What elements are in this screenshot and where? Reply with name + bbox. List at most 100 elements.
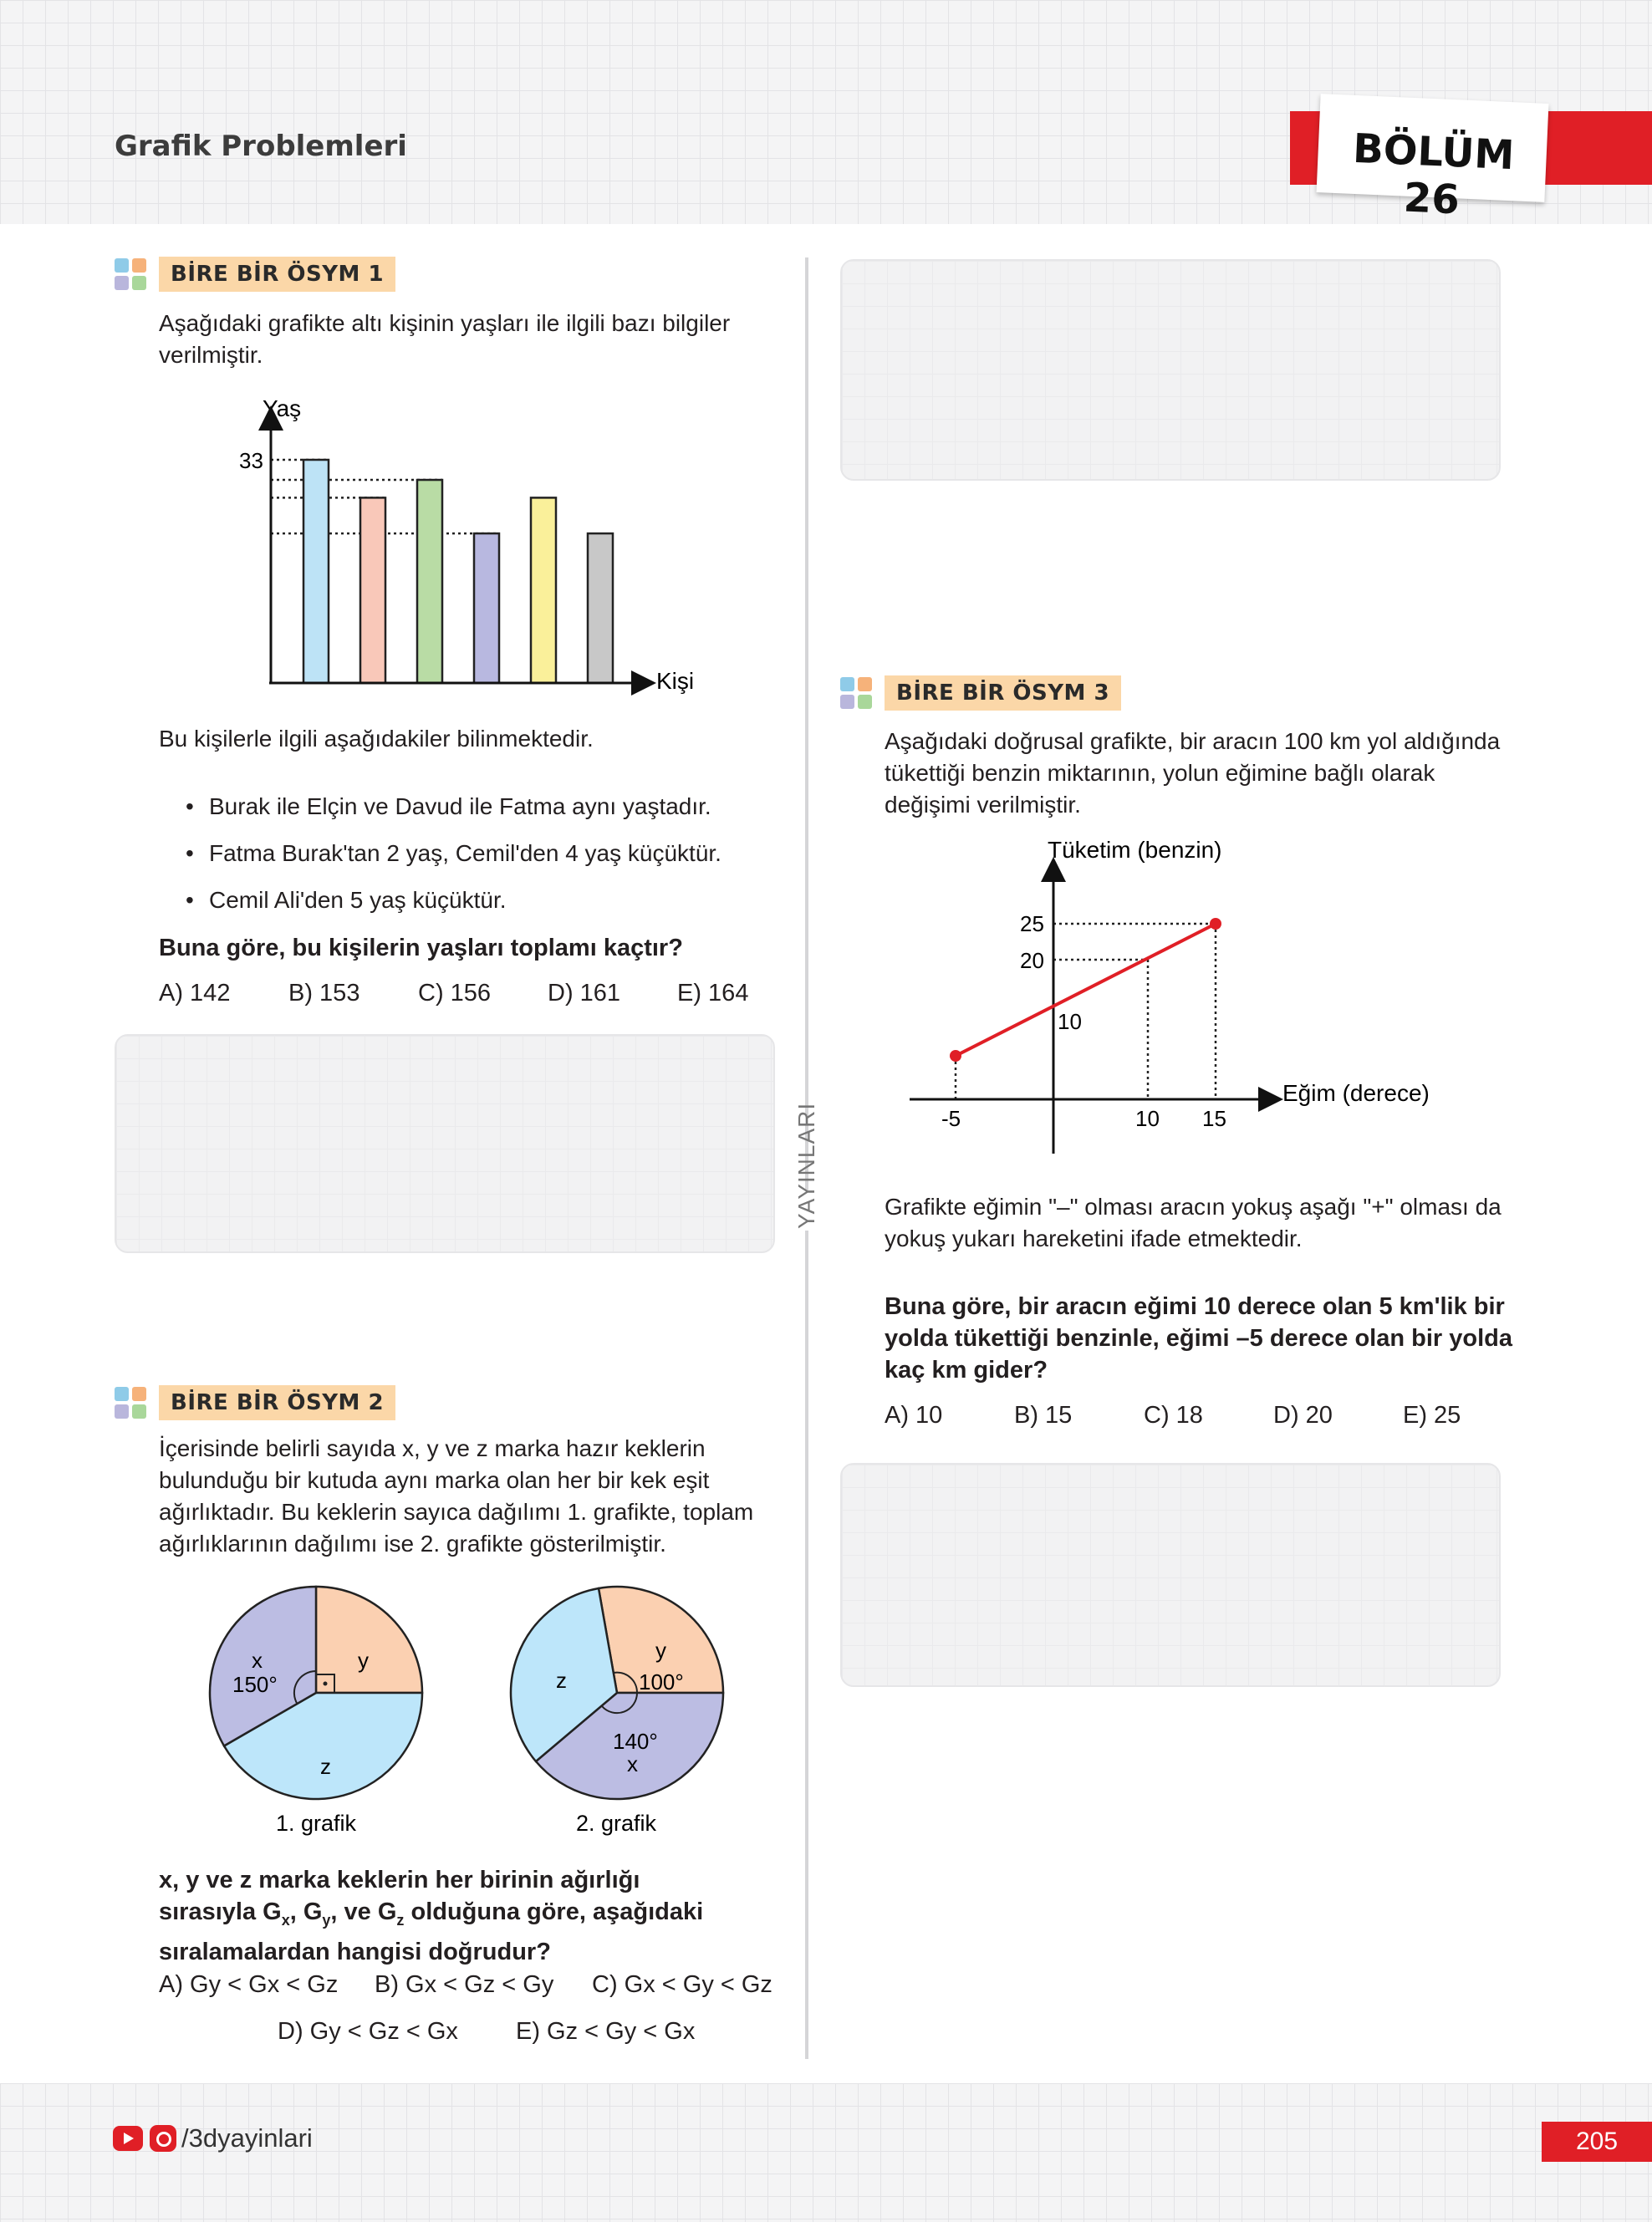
q3-note: Grafikte eğimin "–" olması aracın yokuş … <box>885 1194 1502 1251</box>
q3-question: Buna göre, bir aracın eğimi 10 derece ol… <box>885 1293 1512 1384</box>
grid-icon <box>115 1387 146 1419</box>
q1-option-a[interactable]: A) 142 <box>159 980 231 1007</box>
q1-bullet: Fatma Burak'tan 2 yaş, Cemil'den 4 yaş k… <box>186 839 721 868</box>
q1-section-heading: BİRE BİR ÖSYM 1 <box>115 257 396 292</box>
q1-question: Buna göre, bu kişilerin yaşları toplamı … <box>159 935 683 961</box>
q1-bar <box>416 478 444 685</box>
q1-y-axis-label: Yaş <box>263 395 301 421</box>
right-angle-mark <box>315 1674 335 1694</box>
q1-bar <box>529 497 558 685</box>
chapter-label: BÖLÜM 26 <box>1352 125 1516 224</box>
q1-x-axis-label: Kişi <box>656 668 694 694</box>
pie2-caption: 2. grafik <box>576 1811 657 1836</box>
angle-arc <box>293 1669 317 1705</box>
pie1-label-y: y <box>358 1648 369 1673</box>
column-divider <box>805 257 808 2059</box>
divider-gap <box>793 1190 821 1231</box>
page-number: 205 <box>1542 2122 1652 2162</box>
q1-option-c[interactable]: C) 156 <box>418 980 492 1007</box>
pie-chart-2: y 100° 140° x z <box>509 1585 725 1801</box>
q3-section-heading: BİRE BİR ÖSYM 3 <box>840 675 1122 711</box>
q1-option-b[interactable]: B) 153 <box>288 980 360 1007</box>
q3-point-end <box>1210 918 1221 930</box>
q3-label: BİRE BİR ÖSYM 3 <box>885 675 1122 711</box>
q3-option-e[interactable]: E) 25 <box>1403 1402 1461 1429</box>
q3-x-tick: 10 <box>1135 1106 1160 1131</box>
q2-question-line: sırasıyla Gx, Gy, ve Gz olduğuna göre, a… <box>159 1898 704 1929</box>
pie2-slice-x <box>534 1691 725 1801</box>
pie2-label-x: x <box>627 1751 638 1776</box>
answer-area-top-right[interactable] <box>840 259 1501 481</box>
footer-background <box>0 2083 1652 2222</box>
q2-option-c[interactable]: C) Gx < Gy < Gz <box>592 1971 772 1998</box>
q1-bar <box>302 458 330 685</box>
q2-pie-charts: x 150° y z 1. grafik y 100° 140° x z 2. … <box>208 1585 725 1836</box>
q1-option-e[interactable]: E) 164 <box>677 980 749 1007</box>
q3-y-axis-label: Tüketim (benzin) <box>1048 837 1222 863</box>
q2-option-d[interactable]: D) Gy < Gz < Gx <box>278 2018 458 2045</box>
q2-label: BİRE BİR ÖSYM 2 <box>159 1385 396 1420</box>
q1-bar <box>472 532 501 685</box>
pie1-angle-x: 150° <box>232 1672 278 1697</box>
q1-known: Bu kişilerle ilgili aşağıdakiler bilinme… <box>159 726 594 752</box>
pie2-label-z: z <box>556 1668 567 1693</box>
q2-question: x, y ve z marka keklerin her birinin ağı… <box>159 1864 794 1968</box>
q2-options-row2: D) Gy < Gz < Gx E) Gz < Gy < Gx <box>278 2018 695 2046</box>
q3-option-d[interactable]: D) 20 <box>1273 1402 1333 1429</box>
q3-guides <box>954 922 1217 1099</box>
q3-intro: Aşağıdaki doğrusal grafikte, bir aracın … <box>885 728 1501 818</box>
q1-y-tick: 33 <box>239 448 263 473</box>
angle-arc <box>601 1692 639 1715</box>
social-links: /3dyayinlari <box>113 2123 313 2153</box>
pie2-angle-y: 100° <box>639 1669 684 1695</box>
pie1-label-z: z <box>320 1754 331 1779</box>
q2-option-a[interactable]: A) Gy < Gx < Gz <box>159 1971 339 1998</box>
q3-point-start <box>950 1050 961 1062</box>
angle-arc <box>613 1671 639 1694</box>
q3-y-tick: 20 <box>1020 948 1044 973</box>
q3-x-tick: 15 <box>1202 1106 1226 1131</box>
pie1-caption: 1. grafik <box>276 1811 357 1836</box>
q2-section-heading: BİRE BİR ÖSYM 2 <box>115 1385 396 1420</box>
youtube-icon[interactable] <box>113 2126 143 2151</box>
q1-answer-area[interactable] <box>115 1034 775 1253</box>
q1-option-d[interactable]: D) 161 <box>548 980 621 1007</box>
q2-question-line: sıralamalardan hangisi doğrudur? <box>159 1938 551 1965</box>
q2-option-e[interactable]: E) Gz < Gy < Gx <box>516 2018 696 2045</box>
grid-icon <box>115 258 146 290</box>
pie2-slice-z <box>509 1587 619 1763</box>
q3-x-tick: -5 <box>941 1106 961 1131</box>
q3-y-tick: 10 <box>1058 1009 1082 1034</box>
q1-bar <box>359 497 387 685</box>
pie2-slice-y <box>597 1585 725 1695</box>
q2-option-b[interactable]: B) Gx < Gz < Gy <box>375 1971 554 1998</box>
q3-options: A) 10 B) 15 C) 18 D) 20 E) 25 <box>885 1402 1461 1430</box>
q3-x-axis-label: Eğim (derece) <box>1282 1080 1430 1106</box>
instagram-icon[interactable] <box>150 2125 176 2152</box>
q1-label: BİRE BİR ÖSYM 1 <box>159 257 396 292</box>
q3-line-chart: Tüketim (benzin) Eğim (derece) 25 20 10 … <box>910 837 1430 1154</box>
q2-question-line: x, y ve z marka keklerin her birinin ağı… <box>159 1867 640 1893</box>
q2-intro: İçerisinde belirli sayıda x, y ve z mark… <box>159 1435 754 1557</box>
q3-option-b[interactable]: B) 15 <box>1014 1402 1073 1429</box>
publisher-side-label: YAYINLARI <box>793 1102 819 1229</box>
pie1-slice-y <box>314 1585 424 1695</box>
q3-answer-area[interactable] <box>840 1463 1501 1687</box>
pie1-slice-z <box>222 1691 424 1801</box>
q1-bullet: Burak ile Elçin ve Davud ile Fatma aynı … <box>186 792 721 821</box>
right-angle-dot <box>323 1681 328 1686</box>
q3-option-a[interactable]: A) 10 <box>885 1402 943 1429</box>
page-title: Grafik Problemleri <box>115 130 407 163</box>
q3-option-c[interactable]: C) 18 <box>1144 1402 1203 1429</box>
q1-bullet: Cemil Ali'den 5 yaş küçüktür. <box>186 886 721 915</box>
q1-bar <box>586 532 614 685</box>
grid-icon <box>840 677 872 709</box>
social-handle[interactable]: /3dyayinlari <box>181 2123 313 2153</box>
q1-options: A) 142 B) 153 C) 156 D) 161 E) 164 <box>159 980 748 1007</box>
q2-options-row1: A) Gy < Gx < Gz B) Gx < Gz < Gy C) Gx < … <box>159 1971 772 1999</box>
pie-chart-1: x 150° y z <box>208 1585 424 1801</box>
q1-bar-chart: Yaş Kişi 33 <box>239 395 694 696</box>
pie2-label-y: y <box>655 1638 666 1663</box>
q1-intro: Aşağıdaki grafikte altı kişinin yaşları … <box>159 310 731 368</box>
pie2-angle-x: 140° <box>613 1729 658 1754</box>
